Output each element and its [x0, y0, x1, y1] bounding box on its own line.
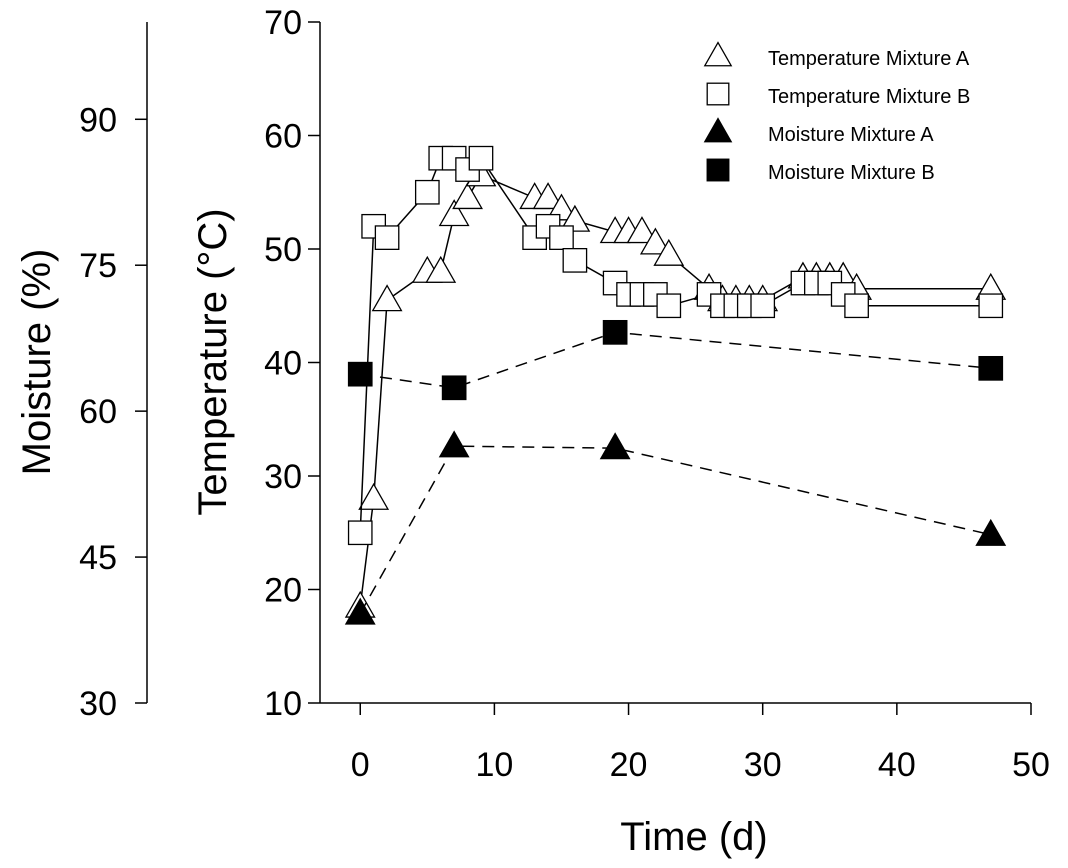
legend-item: Temperature Mixture A: [703, 41, 970, 70]
series-line: [360, 331, 991, 389]
data-point: [626, 216, 658, 244]
moisture-axis: 30 45 60 75 90 Moisture (%): [15, 22, 148, 723]
data-point: [602, 319, 628, 345]
data-point: [599, 432, 631, 460]
data-point: [452, 182, 483, 210]
moisture-axis-ticks: 30 45 60 75 90: [79, 101, 147, 723]
data-point: [414, 179, 440, 205]
data-point: [656, 293, 682, 319]
data-point: [975, 518, 1007, 546]
temperature-axis: 10 20 30 40 50 60 70 Temperature (°C): [191, 4, 321, 723]
legend-item: Moisture Mixture A: [703, 117, 934, 146]
legend-label: Temperature Mixture B: [768, 86, 970, 108]
time-axis-ticks: 0 10 20 30 40 50: [351, 703, 1050, 784]
x-tick-label: 20: [610, 746, 648, 784]
temperature-axis-ticks: 10 20 30 40 50 60 70: [264, 4, 320, 723]
y2-tick-label: 30: [79, 685, 117, 723]
legend-marker: [703, 41, 733, 67]
legend-marker: [706, 82, 730, 106]
time-axis-title: Time (d): [620, 815, 767, 859]
data-point: [347, 520, 373, 546]
series-2: [347, 145, 1004, 546]
x-tick-label: 0: [351, 746, 370, 784]
data-point: [653, 238, 685, 266]
data-point: [978, 293, 1004, 319]
legend-label: Moisture Mixture B: [768, 162, 935, 184]
data-point: [549, 225, 574, 250]
legend-item: Temperature Mixture B: [706, 82, 970, 108]
data-point: [468, 145, 494, 171]
y2-tick-label: 45: [79, 539, 117, 577]
y-tick-label: 20: [264, 572, 302, 610]
data-point: [371, 284, 403, 312]
data-point: [844, 293, 869, 319]
y-tick-label: 10: [264, 685, 302, 723]
data-point: [358, 482, 390, 510]
x-tick-label: 30: [744, 746, 782, 784]
y2-tick-label: 90: [79, 101, 117, 139]
data-point: [562, 247, 588, 273]
y-tick-label: 30: [264, 458, 302, 496]
data-point: [639, 227, 671, 255]
data-point: [559, 204, 591, 232]
data-point: [978, 355, 1004, 381]
data-point: [532, 182, 564, 210]
legend-marker: [706, 158, 730, 182]
y2-tick-label: 60: [79, 393, 117, 431]
moisture-axis-title: Moisture (%): [15, 249, 59, 476]
y2-tick-label: 75: [79, 247, 117, 285]
y-tick-label: 40: [264, 345, 302, 383]
data-point: [374, 225, 400, 250]
legend-marker: [703, 117, 733, 143]
legend-item: Moisture Mixture B: [706, 158, 935, 184]
x-tick-label: 10: [475, 746, 513, 784]
data-point: [347, 361, 373, 387]
data-point: [438, 199, 470, 227]
series-layer: [344, 145, 1007, 625]
series-3: [344, 430, 1007, 625]
y-tick-label: 70: [264, 4, 302, 42]
y-tick-label: 50: [264, 231, 302, 269]
temperature-axis-title: Temperature (°C): [191, 208, 235, 515]
x-tick-label: 50: [1012, 746, 1050, 784]
legend-label: Temperature Mixture A: [768, 48, 970, 70]
series-line: [359, 445, 991, 614]
legend: Temperature Mixture A Temperature Mixture…: [703, 41, 970, 184]
data-point: [438, 430, 470, 458]
time-axis: 0 10 20 30 40 50 Time (d): [320, 702, 1050, 859]
y-tick-label: 60: [264, 118, 302, 156]
data-point: [425, 255, 457, 283]
series-4: [347, 319, 1004, 401]
data-point: [750, 293, 776, 319]
legend-label: Moisture Mixture A: [768, 124, 934, 146]
data-point: [344, 597, 376, 625]
x-tick-label: 40: [878, 746, 916, 784]
data-point: [546, 193, 577, 221]
data-point: [441, 375, 467, 401]
